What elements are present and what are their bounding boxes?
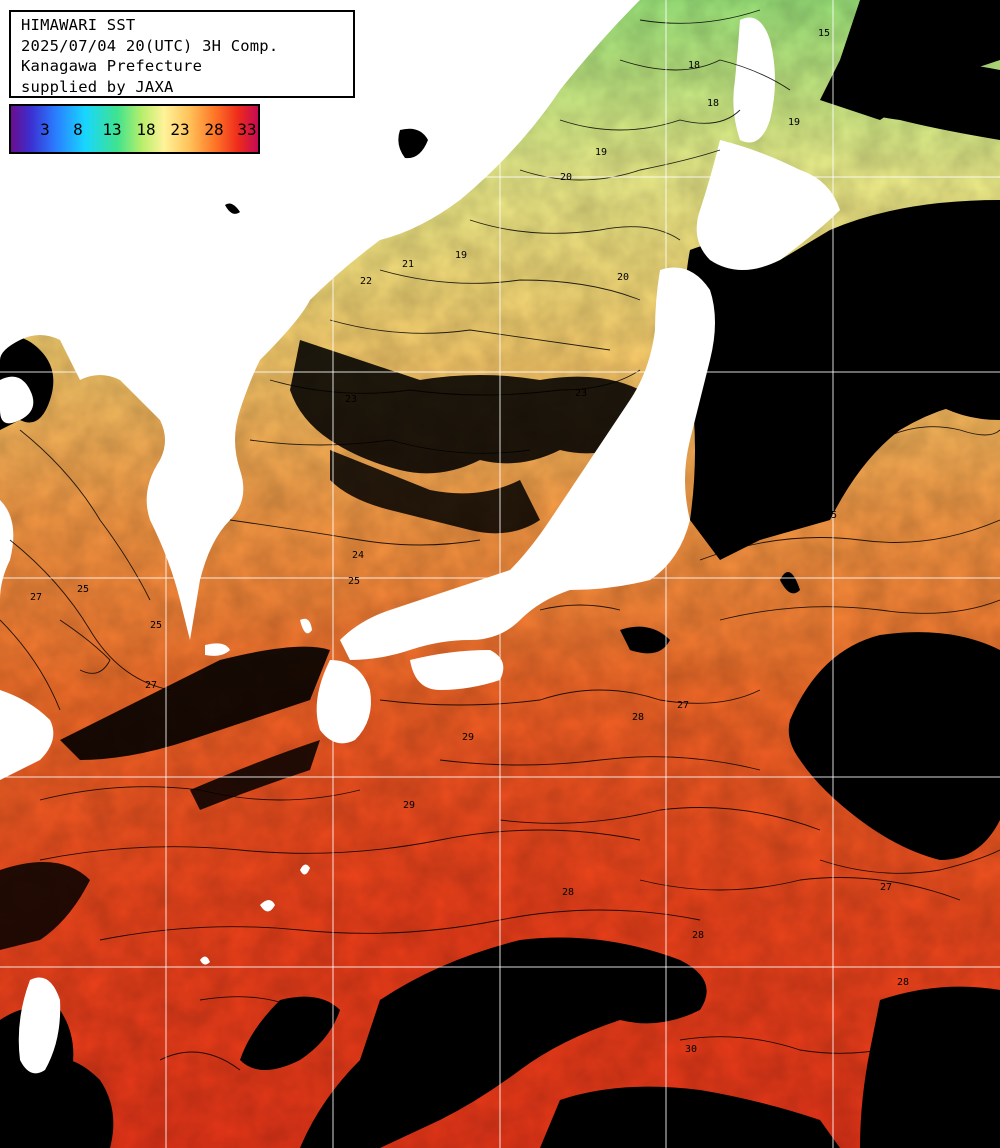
landmass-tsushima xyxy=(300,618,312,634)
landmass-china-coast xyxy=(0,500,14,600)
contour-label: 27 xyxy=(677,700,689,711)
contour-label: 18 xyxy=(688,60,700,71)
contour-label: 25 xyxy=(348,576,360,587)
contour-label: 19 xyxy=(595,147,607,158)
title-box: HIMAWARI SST 2025/07/04 20(UTC) 3H Comp.… xyxy=(9,10,355,98)
legend-label: 23 xyxy=(170,120,190,139)
contour-label: 30 xyxy=(685,1044,697,1055)
contour-label: 28 xyxy=(632,712,644,723)
landmass-china-south xyxy=(0,690,54,780)
legend-label: 3 xyxy=(40,120,50,139)
contour-label: 30 xyxy=(378,1035,390,1046)
contour-label: 19 xyxy=(788,117,800,128)
region-name: Kanagawa Prefecture xyxy=(21,57,203,75)
landmass-kyushu xyxy=(316,660,371,744)
contour-label: 20 xyxy=(560,172,572,183)
landmass-shikoku xyxy=(410,650,504,690)
legend-labels: 3 8 13 18 23 28 33 xyxy=(11,120,258,140)
contour-label: 25 xyxy=(77,584,89,595)
contour-label: 15 xyxy=(930,118,942,129)
product-title: HIMAWARI SST xyxy=(21,16,136,34)
contour-label: 25 xyxy=(150,620,162,631)
contour-label: 25 xyxy=(825,510,837,521)
contour-label: 28 xyxy=(562,887,574,898)
contour-label: 23 xyxy=(575,388,587,399)
contour-label: 18 xyxy=(707,98,719,109)
contour-label: 27 xyxy=(145,680,157,691)
legend-label: 8 xyxy=(73,120,83,139)
legend-label: 18 xyxy=(136,120,156,139)
color-scale-legend: 3 8 13 18 23 28 33 xyxy=(9,104,260,154)
contour-label: 15 xyxy=(818,28,830,39)
legend-label: 13 xyxy=(102,120,122,139)
contour-label: 28 xyxy=(692,930,704,941)
landmass-hokkaido xyxy=(696,140,840,270)
landmass-korea-china xyxy=(0,0,640,640)
land xyxy=(0,0,840,1074)
timestamp: 2025/07/04 20(UTC) 3H Comp. xyxy=(21,36,279,55)
contour-label: 29 xyxy=(462,732,474,743)
isotherm-contours xyxy=(0,9,1000,1071)
contour-label: 22 xyxy=(360,276,372,287)
contour-label: 20 xyxy=(617,272,629,283)
contour-label: 21 xyxy=(402,259,414,270)
data-credit: supplied by JAXA xyxy=(21,77,174,96)
legend-label: 33 xyxy=(237,120,257,139)
contour-label: 27 xyxy=(880,882,892,893)
landmass-honshu xyxy=(340,267,715,660)
contour-label: 23 xyxy=(345,394,357,405)
contour-label: 24 xyxy=(352,550,364,561)
landmass-sakhalin xyxy=(733,17,775,143)
landmass-shandong xyxy=(0,376,34,424)
contour-label: 19 xyxy=(455,250,467,261)
contour-label: 28 xyxy=(897,977,909,988)
contour-label: 27 xyxy=(30,592,42,603)
landmass-jeju xyxy=(205,643,230,656)
contour-labels: 15 15 18 18 19 19 19 20 20 21 22 23 23 2… xyxy=(30,28,942,1055)
landmass-taiwan xyxy=(18,977,61,1074)
legend-label: 28 xyxy=(204,120,224,139)
contour-label: 29 xyxy=(403,800,415,811)
small-islands xyxy=(225,128,428,214)
